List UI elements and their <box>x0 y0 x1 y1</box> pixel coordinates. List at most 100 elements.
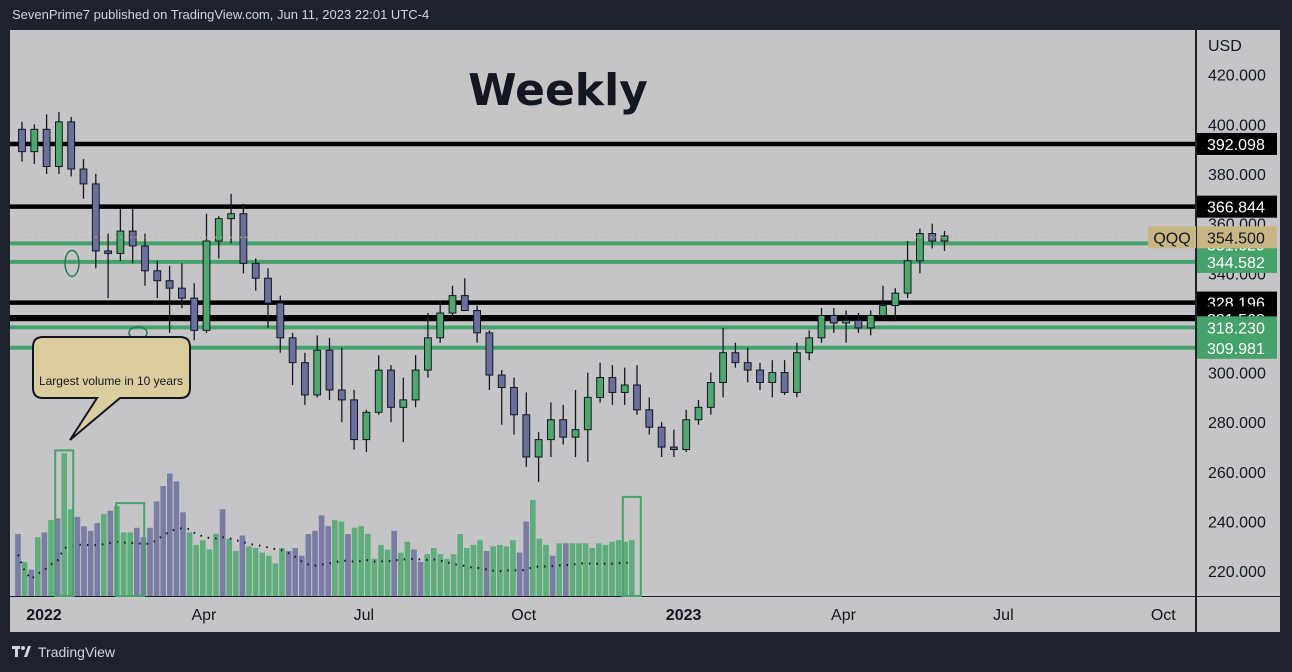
volume-bar <box>127 532 133 596</box>
volume-bar <box>213 534 219 596</box>
volume-bar <box>371 558 378 596</box>
last-price-tag-label: 354.500 <box>1207 230 1265 247</box>
candle <box>497 370 506 425</box>
volume-bar <box>134 527 140 596</box>
candle-body <box>411 369 420 401</box>
level-price-tags: 392.098366.844352.045351.629344.582328.1… <box>1148 132 1277 359</box>
candle-body <box>645 409 654 428</box>
candle-body <box>940 235 949 242</box>
price-tick-label: 280.000 <box>1208 415 1266 432</box>
volume-bar <box>48 520 54 596</box>
candle-body <box>362 411 371 441</box>
chart-title: Weekly <box>468 65 648 116</box>
candle-body <box>633 384 641 411</box>
candle <box>780 360 789 395</box>
candle-body <box>301 362 309 396</box>
candle-body <box>288 337 297 364</box>
candle-body <box>165 280 174 289</box>
volume-bar <box>437 554 444 596</box>
volume-bar <box>173 481 180 596</box>
volume-bar <box>325 526 331 596</box>
volume-bar <box>120 532 127 596</box>
time-label: Apr <box>831 607 857 624</box>
candle-body <box>780 372 789 393</box>
candle-body <box>42 128 51 168</box>
candle-body <box>448 295 457 314</box>
volume-bar <box>107 510 114 596</box>
time-label: Apr <box>191 607 217 624</box>
volume-bar <box>21 561 28 596</box>
volume-bar <box>503 546 510 596</box>
candle <box>362 409 371 453</box>
volume-bar <box>206 549 213 596</box>
volume-bar <box>272 563 279 596</box>
candle-body <box>534 439 543 458</box>
volume-bar <box>365 534 371 596</box>
candle <box>817 308 826 343</box>
tradingview-logo[interactable]: TradingView <box>12 644 115 660</box>
candle <box>214 216 223 259</box>
volume-bar <box>186 532 193 596</box>
volume-bar <box>259 552 265 596</box>
candle <box>485 330 494 390</box>
candle <box>91 173 100 269</box>
volume-bar <box>576 543 582 596</box>
last-price-tag <box>1197 226 1277 249</box>
volume-bar <box>54 518 61 596</box>
candle <box>842 310 851 343</box>
candle-body <box>743 362 752 371</box>
candle-body <box>817 314 826 339</box>
volume-bar <box>609 541 615 596</box>
candle-body <box>276 302 285 339</box>
level-price-tag-label: 309.981 <box>1207 341 1265 358</box>
candle-body <box>251 262 260 279</box>
level-price-tag <box>1197 132 1277 155</box>
candle-body <box>399 399 408 408</box>
volume-bar <box>516 552 523 596</box>
candle <box>116 208 125 261</box>
volume-bar <box>431 547 437 596</box>
volume-callout: Largest volume in 10 years <box>32 336 191 441</box>
candle-body <box>657 426 666 448</box>
candle <box>251 258 260 291</box>
annotations: Largest volume in 10 years <box>32 249 642 598</box>
volume-bar <box>477 540 483 596</box>
candle <box>424 313 432 378</box>
volume-ma-line <box>17 527 632 581</box>
volume-bar <box>239 535 246 596</box>
candle-body <box>460 295 469 312</box>
price-chart[interactable]: Largest volume in 10 years Weekly USD 42… <box>10 30 1282 634</box>
volume-bar <box>530 499 536 596</box>
volume-bar <box>417 561 424 596</box>
candle <box>559 404 568 445</box>
candle-body <box>559 419 568 438</box>
time-axis[interactable] <box>10 597 1195 632</box>
volume-highlight-box <box>54 449 75 597</box>
candle-body <box>522 414 531 458</box>
volume-bar <box>615 540 622 596</box>
volume-bar <box>160 485 166 596</box>
candle-body <box>325 349 334 391</box>
candle <box>153 260 162 299</box>
candle-body <box>104 250 112 254</box>
volume-highlight-box <box>115 502 146 598</box>
volume-bar <box>582 543 589 596</box>
candle-body <box>202 240 211 331</box>
candle-body <box>91 183 100 252</box>
price-tick-label: 380.000 <box>1208 167 1266 184</box>
candle-body <box>313 349 322 396</box>
candle <box>337 347 346 423</box>
candle <box>67 116 76 177</box>
candle <box>448 285 457 318</box>
volume-bar <box>629 540 635 596</box>
volume-bar <box>483 551 490 596</box>
candle-body <box>67 121 76 170</box>
volume-bar <box>41 532 48 596</box>
level-price-tag-label: 392.098 <box>1207 137 1265 154</box>
volume-bar <box>444 558 450 596</box>
candle <box>583 372 592 462</box>
candle <box>879 285 887 318</box>
candle <box>670 429 678 457</box>
volume-bar <box>404 541 411 596</box>
candle <box>571 389 580 457</box>
